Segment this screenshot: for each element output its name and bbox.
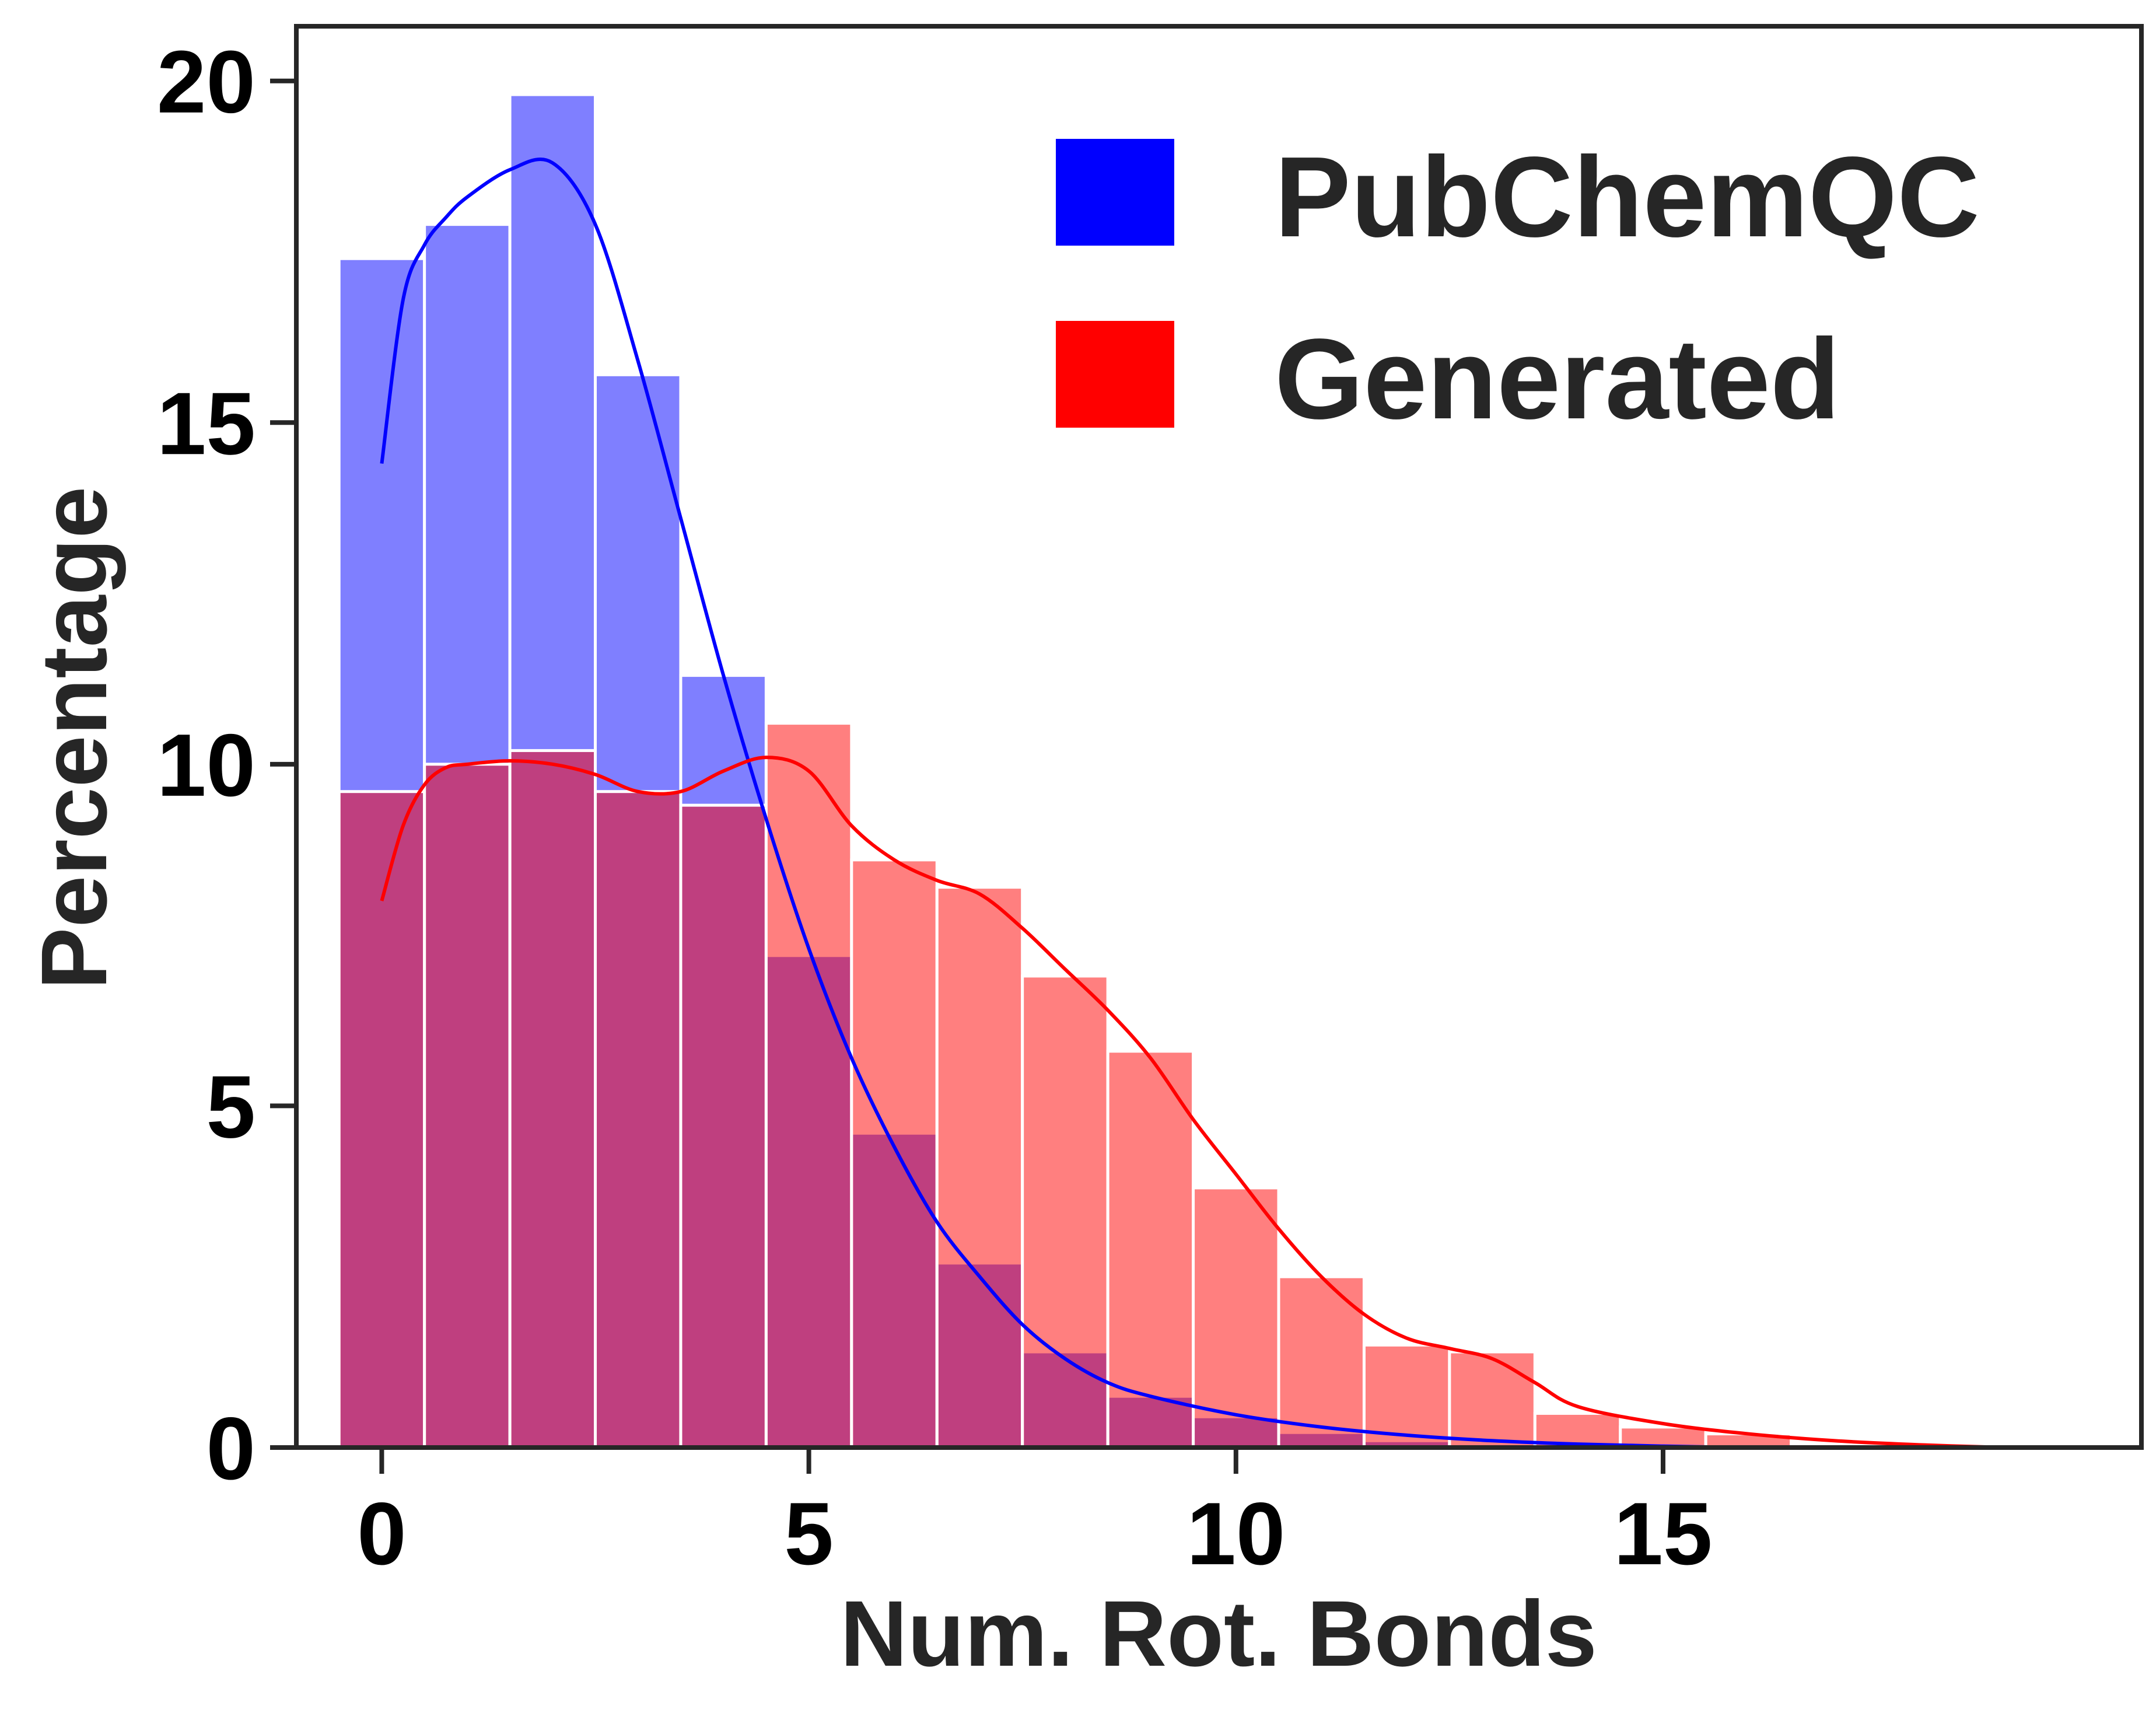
- x-axis-ticks: 0 5 10 15: [357, 1448, 1713, 1583]
- y-axis-title: Percentage: [22, 487, 126, 990]
- y-axis-ticks: 0 5 10 15 20: [157, 33, 296, 1498]
- legend: PubChemQC Generated: [1056, 133, 1980, 443]
- legend-swatch-pubchemqc: [1056, 139, 1174, 246]
- generated-bar: [1192, 1186, 1280, 1449]
- generated-kde-line: [380, 756, 2005, 1449]
- generated-bar: [1448, 1350, 1536, 1449]
- x-tick-label: 10: [1186, 1484, 1285, 1583]
- y-tick-label: 5: [206, 1057, 256, 1156]
- generated-bar: [850, 858, 939, 1449]
- y-tick-label: 10: [157, 716, 256, 815]
- legend-label-pubchemqc: PubChemQC: [1275, 133, 1980, 261]
- generated-bar: [423, 763, 512, 1449]
- x-axis-title: Num. Rot. Bonds: [840, 1581, 1597, 1686]
- generated-bar: [337, 790, 426, 1449]
- y-tick-label: 0: [206, 1399, 256, 1498]
- generated-bar: [1021, 974, 1110, 1449]
- pubchemqc-kde-line: [380, 158, 1749, 1449]
- generated-bar: [679, 803, 768, 1449]
- x-tick-label: 15: [1614, 1484, 1712, 1583]
- x-tick-label: 5: [784, 1484, 834, 1583]
- x-tick-label: 0: [357, 1484, 407, 1583]
- generated-bar: [594, 790, 682, 1449]
- generated-bar: [764, 722, 853, 1449]
- legend-label-generated: Generated: [1275, 315, 1840, 443]
- generated-bar: [508, 749, 597, 1449]
- generated-bar: [935, 886, 1024, 1449]
- generated-bar: [1362, 1343, 1451, 1449]
- generated-bar: [1106, 1050, 1195, 1449]
- plot-frame: [294, 24, 2144, 1450]
- y-tick-label: 20: [157, 33, 256, 132]
- generated-bars: [337, 722, 1964, 1449]
- legend-swatch-generated: [1056, 321, 1174, 428]
- y-tick-label: 15: [157, 374, 256, 473]
